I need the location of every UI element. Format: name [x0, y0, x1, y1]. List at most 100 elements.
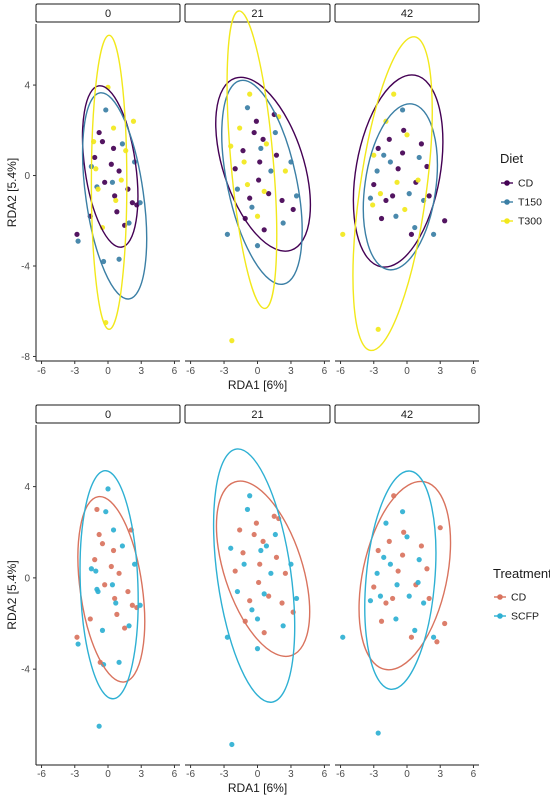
point-t300 [229, 338, 235, 344]
facet-strip [184, 404, 331, 424]
point-cd [383, 197, 389, 204]
point-cd [282, 570, 288, 576]
point-cd [232, 166, 238, 172]
facet-strip-label: 0 [105, 8, 111, 20]
point-scfp [234, 588, 241, 595]
point-scfp [404, 534, 410, 540]
point-scfp [254, 616, 261, 622]
point-cd [378, 215, 385, 222]
point-cd [116, 570, 122, 576]
point-cd [96, 129, 102, 136]
point-scfp [367, 598, 374, 604]
facet-strip [334, 404, 480, 424]
point-cd [92, 557, 98, 563]
point-cd [240, 550, 246, 556]
point-t150 [387, 159, 393, 165]
x-tick-label: -6 [186, 769, 195, 780]
point-t300 [95, 186, 101, 192]
x-tick-label: 0 [255, 769, 261, 780]
point-scfp [394, 582, 400, 588]
point-t150 [399, 107, 406, 113]
ellipse-t300 [226, 10, 278, 310]
point-cd [108, 563, 114, 570]
legend: Diet CD T150 T300 [500, 151, 542, 228]
ellipse-scfp [212, 448, 296, 703]
point-t300 [110, 125, 117, 131]
x-tick-label: 6 [172, 769, 178, 780]
x-tick-label: -6 [336, 366, 345, 377]
point-t150 [116, 256, 122, 262]
point-scfp [381, 554, 387, 560]
point-scfp [399, 509, 406, 515]
point-t150 [367, 195, 374, 201]
point-scfp [375, 730, 381, 736]
point-cd [87, 616, 93, 622]
point-scfp [374, 570, 380, 576]
x-tick-label: 3 [437, 366, 443, 377]
point-cd [279, 600, 285, 606]
point-cd [279, 197, 285, 204]
point-cd [424, 566, 430, 572]
x-tick-label: 3 [288, 366, 294, 377]
legend-label: T300 [518, 216, 542, 228]
point-cd [99, 541, 106, 547]
point-cd [437, 525, 443, 531]
point-t300 [402, 206, 408, 213]
point-t300 [370, 202, 376, 208]
x-tick-label: 0 [105, 769, 111, 780]
point-cd [261, 630, 267, 636]
x-tick-label: -3 [369, 366, 378, 377]
point-cd [378, 618, 385, 624]
point-cd [247, 598, 253, 604]
x-axis-title: RDA1 [6%] [228, 378, 287, 392]
ellipse-scfp [364, 470, 437, 691]
x-tick-label: 3 [138, 366, 144, 377]
ellipse-cd [81, 85, 139, 248]
point-t150 [224, 231, 230, 237]
point-scfp [228, 545, 234, 551]
point-cd [74, 231, 80, 237]
point-cd [408, 634, 415, 640]
point-cd [273, 554, 280, 560]
point-cd [399, 552, 406, 558]
point-cd [390, 595, 396, 602]
point-cd [96, 531, 102, 538]
x-tick-label: 0 [404, 366, 410, 377]
point-scfp [95, 588, 101, 595]
point-scfp [293, 595, 300, 602]
point-t150 [249, 204, 255, 210]
point-t300 [371, 152, 377, 158]
point-cd [253, 520, 259, 526]
point-cd [110, 145, 117, 151]
point-t150 [100, 258, 107, 265]
point-cd [442, 620, 448, 627]
x-tick-label: -3 [220, 769, 229, 780]
chart-1: 0 -8 -4 0 4 -6 -3 0 3 6 21 -6 -3 0 3 6 42 -6 -3 0 3 6 RDA1 [6%… [5, 3, 542, 392]
point-t150 [406, 191, 412, 197]
point-cd [408, 231, 415, 237]
point-t300 [404, 132, 410, 138]
point-cd [253, 118, 259, 124]
point-scfp [247, 493, 253, 499]
facet-strip-label: 42 [401, 8, 413, 20]
point-cd [94, 506, 100, 513]
legend-title: Treatment [493, 566, 550, 581]
y-axis-title: RDA2 [5.4%] [5, 560, 19, 629]
facet-strip [35, 404, 181, 424]
point-t150 [109, 179, 116, 185]
y-tick-label: -4 [21, 665, 30, 676]
legend-key-point [497, 594, 503, 600]
x-tick-label: 3 [437, 769, 443, 780]
point-scfp [415, 579, 421, 586]
point-t300 [130, 118, 137, 124]
point-scfp [412, 627, 418, 633]
point-scfp [244, 506, 251, 513]
x-tick-label: 6 [322, 769, 328, 780]
facet-42: 42 -6 -3 0 3 6 [334, 404, 480, 780]
point-cd [386, 538, 392, 544]
point-cd [129, 602, 135, 608]
point-scfp [387, 561, 393, 567]
point-t300 [244, 181, 251, 188]
point-cd [116, 168, 122, 174]
facet-21: 21 -6 -3 0 3 6 [184, 404, 331, 780]
